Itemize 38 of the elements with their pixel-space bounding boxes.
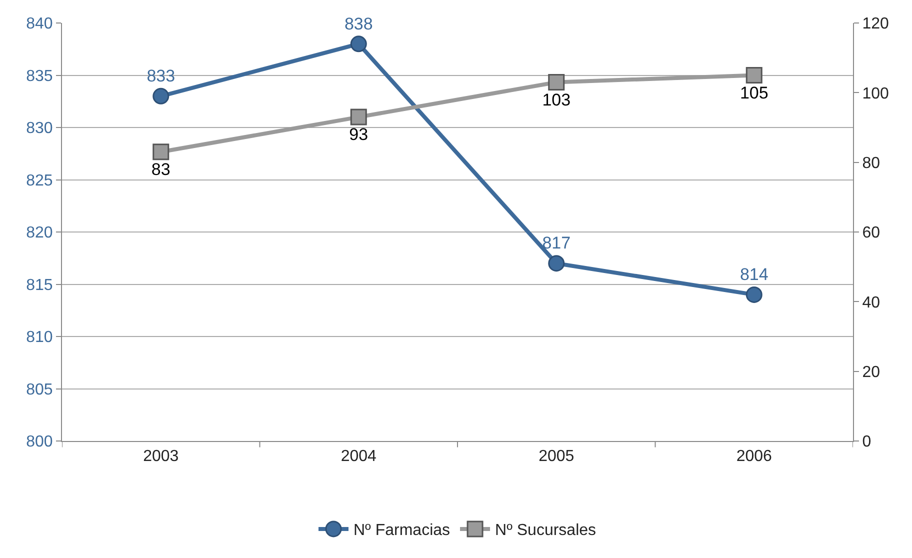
y-tick-label: 825 <box>26 172 53 190</box>
data-label: 838 <box>344 14 373 34</box>
x-tick-label: 2006 <box>736 448 772 466</box>
y-tick-label: 830 <box>26 120 53 138</box>
y2-tick-label: 0 <box>862 434 872 451</box>
point <box>548 74 565 90</box>
point <box>746 67 762 84</box>
point <box>152 144 170 160</box>
y2-tick-label: 120 <box>862 16 889 33</box>
data-label: 103 <box>542 90 571 110</box>
legend-label: Nº Farmacias <box>354 522 450 540</box>
y-tick-label: 815 <box>26 276 53 294</box>
x-tick-label: 2003 <box>143 448 179 466</box>
point <box>746 286 762 303</box>
y2-tick-label: 40 <box>862 294 880 312</box>
y2-tick-label: 60 <box>862 224 880 242</box>
point <box>350 36 367 52</box>
point <box>350 108 367 126</box>
x-tick-label: 2005 <box>538 448 574 466</box>
data-label: 105 <box>740 83 768 102</box>
y-tick-label: 840 <box>26 16 53 33</box>
y2-tick-label: 20 <box>862 364 880 381</box>
data-label: 814 <box>740 265 768 284</box>
data-label: 93 <box>349 125 368 144</box>
y-tick-label: 810 <box>26 329 53 346</box>
x-tick-label: 2004 <box>340 448 377 466</box>
y2-tick-label: 80 <box>862 154 880 172</box>
y-tick-label: 820 <box>26 224 53 242</box>
y-tick-label: 805 <box>26 381 53 398</box>
data-label: 817 <box>542 234 571 253</box>
data-label: 833 <box>146 66 176 86</box>
y-tick-label: 835 <box>26 68 53 85</box>
data-label: 83 <box>151 160 170 180</box>
legend-label: Nº Sucursales <box>495 522 596 540</box>
point <box>548 255 565 272</box>
point <box>152 88 170 104</box>
y2-tick-label: 100 <box>862 85 889 102</box>
y-tick-label: 800 <box>26 434 53 451</box>
